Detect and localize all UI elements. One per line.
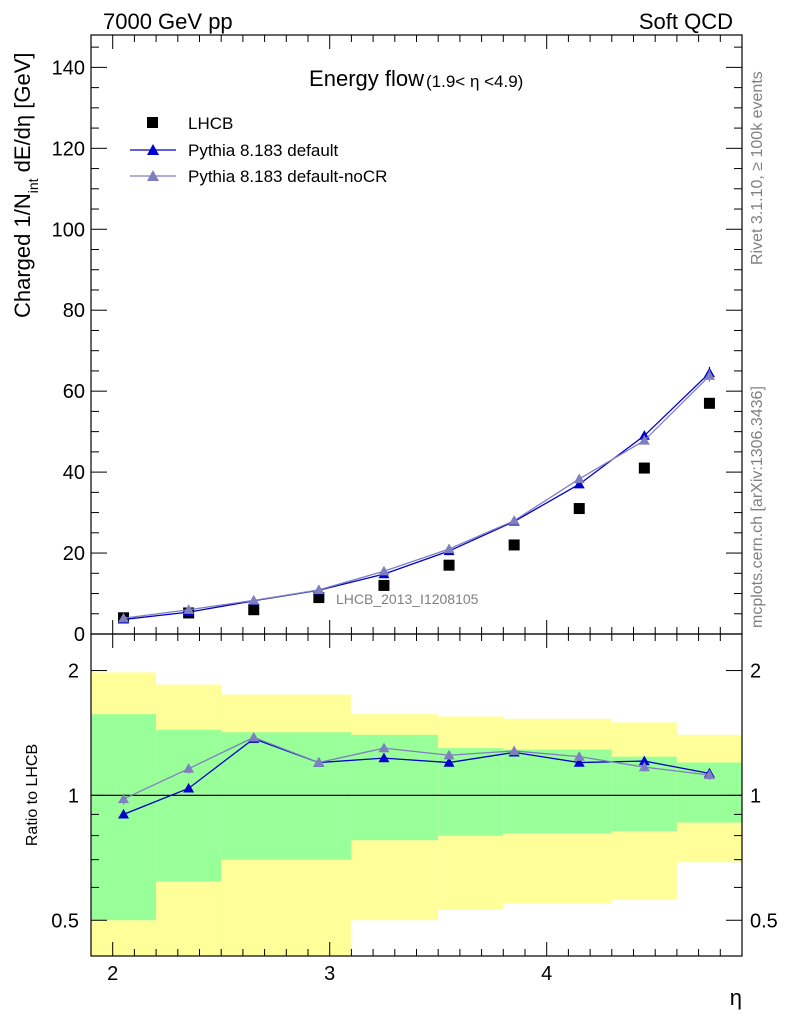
ratio-y-tick-label-right: 2	[750, 661, 761, 683]
ratio-point-nocr	[183, 763, 195, 773]
legend: LHCB Pythia 8.183 default Pythia 8.183 d…	[130, 114, 387, 186]
main-y-tick-label: 60	[63, 381, 85, 403]
ratio-point-default	[443, 757, 455, 767]
ratio-band-green	[503, 749, 612, 834]
ratio-band-green	[351, 734, 439, 841]
main-point-lhcb	[248, 604, 260, 616]
ratio-point-nocr	[703, 769, 715, 780]
main-y-tick-label: 80	[63, 300, 85, 322]
main-point-lhcb	[508, 539, 520, 551]
ratio-point-default	[378, 752, 390, 763]
main-point-lhcb	[313, 592, 325, 604]
header-left: 7000 GeV pp	[103, 9, 233, 34]
main-point-nocr	[703, 370, 715, 380]
legend-marker-default	[147, 144, 159, 155]
mcplots-label: mcplots.cern.ch [arXiv:1306.3436]	[749, 386, 766, 628]
legend-marker-nocr	[147, 170, 159, 181]
main-point-nocr	[313, 584, 325, 595]
main-point-nocr	[183, 604, 195, 614]
ratio-point-default	[638, 755, 650, 766]
main-point-nocr	[118, 612, 130, 623]
ratio-y-tick-label-right: 1	[750, 785, 761, 807]
main-line-nocr	[123, 375, 710, 619]
main-y-tick-label: 140	[52, 57, 85, 79]
ratio-point-nocr	[313, 757, 325, 767]
chart-title-range: (1.9< η <4.9)	[426, 72, 523, 91]
main-point-nocr	[248, 594, 260, 605]
ratio-point-nocr	[248, 731, 260, 742]
main-point-lhcb	[443, 559, 455, 571]
main-line-default	[123, 372, 710, 621]
rivet-label: Rivet 3.1.10, ≥ 100k events	[749, 71, 766, 265]
analysis-label: LHCB_2013_I1208105	[336, 591, 479, 607]
chart-title: Energy flow	[309, 66, 424, 91]
ratio-line-nocr	[123, 736, 710, 800]
x-tick-label: 4	[541, 963, 552, 985]
main-y-tick-label: 20	[63, 543, 85, 565]
main-point-nocr	[573, 473, 585, 484]
ratio-y-axis-label: Ratio to LHCB	[24, 744, 41, 846]
x-tick-label: 3	[324, 963, 335, 985]
ratio-point-default	[573, 757, 585, 767]
x-axis-label: η	[730, 985, 742, 1010]
main-plot-series	[118, 366, 715, 624]
main-point-default	[573, 478, 585, 489]
ratio-y-tick-label-left: 1	[68, 785, 79, 807]
ratio-plot-series	[118, 731, 715, 819]
main-point-nocr	[508, 515, 520, 525]
y-axis-label: Charged 1/Nint dE/dη [GeV]	[10, 52, 41, 318]
ratio-point-nocr	[443, 749, 455, 760]
ratio-point-default	[118, 808, 130, 819]
main-point-lhcb	[573, 503, 585, 515]
main-y-tick-label: 0	[74, 624, 85, 646]
main-point-lhcb	[703, 397, 715, 409]
main-y-tick-label: 40	[63, 462, 85, 484]
ratio-point-nocr	[118, 793, 130, 804]
ratio-plot-frame: 0.5 0.5 1 1 2 2 2 3 4	[51, 633, 778, 985]
ratio-y-tick-label-right: 0.5	[750, 910, 778, 932]
main-point-lhcb	[378, 579, 390, 591]
ratio-point-nocr	[508, 745, 520, 756]
legend-marker-lhcb	[147, 117, 158, 128]
ratio-band-green	[156, 729, 222, 882]
x-tick-label: 2	[107, 963, 118, 985]
ratio-point-nocr	[573, 751, 585, 761]
ratio-y-tick-label-left: 2	[68, 661, 79, 683]
main-point-nocr	[638, 435, 650, 445]
main-y-tick-label: 120	[52, 138, 85, 160]
ratio-point-nocr	[378, 742, 390, 753]
ratio-point-nocr	[638, 761, 650, 772]
legend-label-lhcb: LHCB	[188, 114, 233, 133]
ratio-y-tick-label-left: 0.5	[51, 910, 79, 932]
header-right: Soft QCD	[639, 9, 733, 34]
main-point-nocr	[443, 543, 455, 554]
ratio-uncertainty-bands	[91, 672, 742, 956]
ratio-point-default	[183, 782, 195, 793]
main-point-nocr	[378, 565, 390, 576]
legend-label-nocr: Pythia 8.183 default-noCR	[188, 167, 387, 186]
main-y-tick-label: 100	[52, 219, 85, 241]
legend-label-default: Pythia 8.183 default	[188, 141, 339, 160]
main-point-lhcb	[638, 462, 650, 474]
